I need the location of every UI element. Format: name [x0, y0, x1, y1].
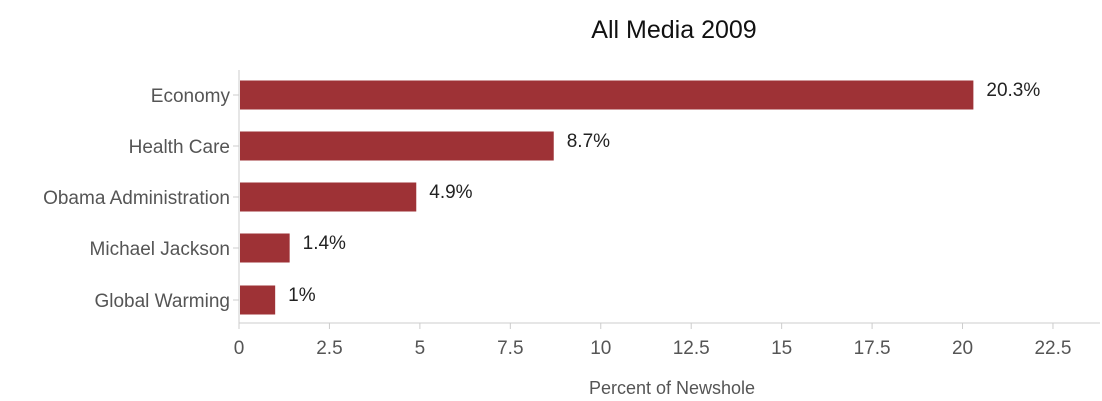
x-axis-ticks: 0 2.5 5 7.5 10 12.5 15 17.5 20 22.5 [234, 323, 1071, 359]
bar-obama-administration [240, 182, 417, 212]
value-label-global-warming: 1% [288, 285, 316, 306]
bar-global-warming [240, 285, 276, 315]
x-tick-label: 22.5 [1034, 338, 1071, 359]
chart-title: All Media 2009 [591, 16, 756, 44]
bar-economy [240, 80, 974, 110]
category-label-michael-jackson: Michael Jackson [90, 239, 230, 260]
x-tick-label: 15 [771, 338, 792, 359]
value-label-economy: 20.3% [986, 80, 1040, 101]
x-tick-label: 12.5 [673, 338, 710, 359]
category-label-obama-administration: Obama Administration [43, 188, 230, 209]
category-labels: Economy Health Care Obama Administration Mi… [43, 86, 239, 312]
category-label-health-care: Health Care [129, 137, 230, 158]
x-tick-label: 17.5 [854, 338, 891, 359]
value-label-health-care: 8.7% [567, 131, 610, 152]
category-label-global-warming: Global Warming [94, 291, 230, 312]
bars-group [240, 80, 974, 315]
x-tick-label: 5 [415, 338, 426, 359]
bar-health-care [240, 131, 554, 161]
bar-michael-jackson [240, 233, 290, 263]
x-tick-label: 7.5 [497, 338, 523, 359]
value-label-obama-administration: 4.9% [429, 182, 472, 203]
x-tick-label: 0 [234, 338, 245, 359]
category-label-economy: Economy [151, 86, 231, 107]
x-tick-label: 20 [952, 338, 973, 359]
value-labels: 20.3% 8.7% 4.9% 1.4% 1% [288, 80, 1040, 306]
x-axis-title: Percent of Newshole [589, 378, 755, 398]
value-label-michael-jackson: 1.4% [303, 233, 346, 254]
x-tick-label: 10 [590, 338, 611, 359]
x-tick-label: 2.5 [316, 338, 342, 359]
